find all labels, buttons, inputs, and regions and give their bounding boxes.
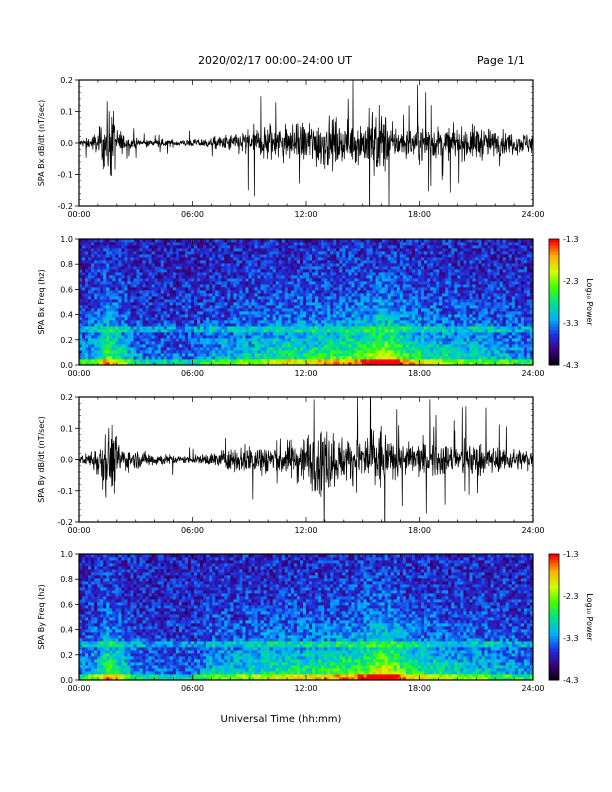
colorbar-tick-label: -3.3 <box>563 634 579 643</box>
x-axis-label: Universal Time (hh:mm) <box>221 714 342 725</box>
y-tick-label: 0.2 <box>60 393 73 402</box>
x-tick-label: 06:00 <box>181 210 204 219</box>
y-tick-label: 0.0 <box>60 361 73 370</box>
panel-3: 0.2 0.1 0.0 -0.1 -0.200:00 06:00 12:00 18:00 24:… <box>37 393 545 535</box>
colorbar: -1.3 -2.3 -3.3 -4.3 Log₁₀ Power <box>548 550 594 685</box>
y-tick-label: 0.4 <box>60 626 73 635</box>
y-tick-label: 0.6 <box>60 600 73 609</box>
colorbar: -1.3 -2.3 -3.3 -4.3 Log₁₀ Power <box>548 235 594 370</box>
x-tick-label: 18:00 <box>408 684 431 693</box>
spectrogram-cells <box>79 239 533 365</box>
x-tick-label: 12:00 <box>294 369 317 378</box>
x-tick-label: 24:00 <box>521 526 544 535</box>
x-tick-label: 24:00 <box>521 210 544 219</box>
x-tick-label: 12:00 <box>294 684 317 693</box>
y-tick-label: 0.2 <box>60 651 73 660</box>
x-tick-label: 12:00 <box>294 210 317 219</box>
colorbar-tick-label: -3.3 <box>563 319 579 328</box>
x-tick-label: 00:00 <box>67 526 90 535</box>
colorbar-frame <box>548 238 560 366</box>
y-tick-label: 0.1 <box>60 424 73 433</box>
y-axis-label: SPA Bx dB/dt (nT/sec) <box>37 100 46 187</box>
figure-title: 2020/02/17 00:00–24:00 UT <box>198 54 352 67</box>
y-tick-label: 1.0 <box>60 550 73 559</box>
y-tick-label: -0.1 <box>57 487 73 496</box>
panels: 0.20.10.0-0.1-0.200:00 06:00 12:00 18:00 24:… <box>37 76 594 693</box>
colorbar-tick-label: -4.3 <box>563 676 579 685</box>
y-tick-label: 0.0 <box>60 676 73 685</box>
colorbar-label: Log₁₀ Power <box>585 278 594 326</box>
x-tick-label: 24:00 <box>521 369 544 378</box>
x-tick-label: 12:00 <box>294 526 317 535</box>
x-tick-label: 06:00 <box>181 526 204 535</box>
y-tick-label: 0.8 <box>60 260 73 269</box>
x-tick-label: 00:00 <box>67 369 90 378</box>
y-tick-label: 0.8 <box>60 575 73 584</box>
colorbar-frame <box>548 553 560 681</box>
y-tick-label: 1.0 <box>60 235 73 244</box>
panel-2: -1.3 -2.3 -3.3 -4.3 Log₁₀ Power 1.0 0.8 0.6 0.4 0… <box>37 235 594 378</box>
x-tick-label: 06:00 <box>181 369 204 378</box>
y-axis-label: SPA By dB/dt (nT/sec) <box>37 416 46 503</box>
panel-1: 0.2 0.1 0.0 -0.1 -0.200:00 06:00 12:00 18:00 24:… <box>37 76 545 219</box>
x-tick-label: 18:00 <box>408 526 431 535</box>
spectrogram-cells <box>79 554 533 680</box>
y-axis-label: SPA By Freq (hz) <box>37 584 46 649</box>
y-tick-label: 0.6 <box>60 285 73 294</box>
y-tick-label: -0.1 <box>57 171 73 180</box>
y-tick-label: 0.2 <box>60 76 73 85</box>
colorbar-label: Log₁₀ Power <box>585 593 594 641</box>
x-tick-label: 00:00 <box>67 684 90 693</box>
x-tick-label: 00:00 <box>67 210 90 219</box>
y-tick-label: 0.1 <box>60 108 73 117</box>
y-tick-label: 0.0 <box>60 139 73 148</box>
colorbar-tick-label: -1.3 <box>563 235 579 244</box>
colorbar-tick-label: -2.3 <box>563 277 579 286</box>
y-tick-label: -0.2 <box>57 518 73 527</box>
y-tick-label: 0.2 <box>60 336 73 345</box>
x-tick-label: 18:00 <box>408 210 431 219</box>
y-tick-label: 0.4 <box>60 311 73 320</box>
y-tick-label: -0.2 <box>57 202 73 211</box>
page-indicator: Page 1/1 <box>477 54 525 67</box>
x-tick-label: 24:00 <box>521 684 544 693</box>
waveform-trace <box>79 397 533 522</box>
x-tick-label: 06:00 <box>181 684 204 693</box>
colorbar-tick-label: -1.3 <box>563 550 579 559</box>
x-tick-label: 18:00 <box>408 369 431 378</box>
waveform-trace <box>79 80 533 206</box>
colorbar-tick-label: -4.3 <box>563 361 579 370</box>
y-tick-label: 0.0 <box>60 456 73 465</box>
y-axis-label: SPA Bx Freq (hz) <box>37 269 46 334</box>
panel-4: -1.3 -2.3 -3.3 -4.3 Log₁₀ Power 1.0 0.8 0.6 0.4 0… <box>37 550 594 693</box>
colorbar-tick-label: -2.3 <box>563 592 579 601</box>
